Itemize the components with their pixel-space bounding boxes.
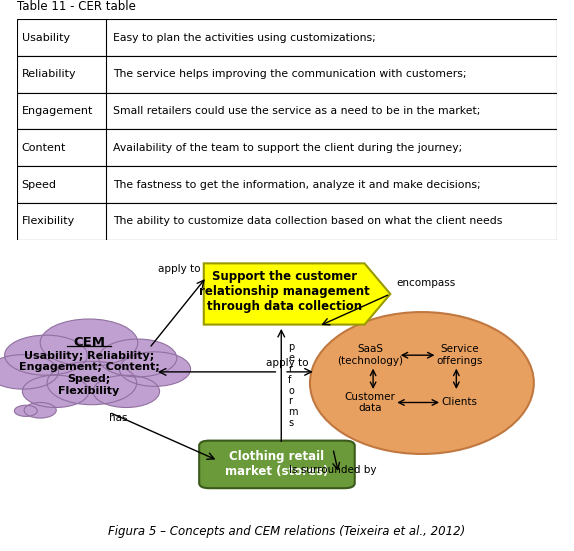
- Text: SaaS
(technology): SaaS (technology): [338, 344, 403, 366]
- Circle shape: [99, 339, 177, 377]
- Text: has: has: [109, 413, 127, 423]
- Text: CEM: CEM: [73, 336, 105, 349]
- Text: apply to: apply to: [266, 358, 308, 368]
- Circle shape: [93, 375, 160, 408]
- Text: Usability: Usability: [22, 33, 69, 42]
- Text: Engagement: Engagement: [22, 106, 93, 116]
- Bar: [17, 19, 557, 56]
- Text: Flexibility: Flexibility: [22, 217, 75, 226]
- Circle shape: [5, 335, 87, 375]
- Text: Customer
data: Customer data: [345, 392, 395, 413]
- Text: The fastness to get the information, analyze it and make decisions;: The fastness to get the information, ana…: [113, 180, 480, 190]
- Circle shape: [119, 352, 191, 386]
- Text: Small retailers could use the service as a need to be in the market;: Small retailers could use the service as…: [113, 106, 480, 116]
- Bar: [17, 166, 557, 203]
- Circle shape: [40, 319, 138, 366]
- Text: The ability to customize data collection based on what the client needs: The ability to customize data collection…: [113, 217, 502, 226]
- Text: The service helps improving the communication with customers;: The service helps improving the communic…: [113, 69, 466, 79]
- Polygon shape: [204, 263, 390, 325]
- Text: Clients: Clients: [441, 397, 477, 408]
- Circle shape: [24, 402, 56, 418]
- Text: p
e
r
f
o
r
m
s: p e r f o r m s: [288, 342, 298, 428]
- Bar: [17, 56, 557, 93]
- FancyBboxPatch shape: [199, 441, 355, 488]
- Circle shape: [47, 361, 137, 405]
- Text: Figura 5 – Concepts and CEM relations (Teixeira et al., 2012): Figura 5 – Concepts and CEM relations (T…: [108, 525, 466, 538]
- Text: Clothing retail
market (stores): Clothing retail market (stores): [225, 450, 329, 478]
- Circle shape: [14, 406, 37, 417]
- Text: Is surrounded by: Is surrounded by: [289, 465, 377, 476]
- Circle shape: [0, 355, 59, 389]
- Circle shape: [22, 375, 89, 408]
- Bar: [17, 203, 557, 240]
- Text: encompass: encompass: [396, 278, 455, 288]
- Ellipse shape: [310, 312, 534, 454]
- Bar: [17, 93, 557, 129]
- Text: apply to: apply to: [158, 264, 201, 274]
- Text: Reliability: Reliability: [22, 69, 76, 79]
- Text: Support the customer
relationship management
through data collection: Support the customer relationship manage…: [199, 269, 370, 312]
- Text: Easy to plan the activities using customizations;: Easy to plan the activities using custom…: [113, 33, 375, 42]
- Bar: [17, 129, 557, 166]
- Text: Service
offerings: Service offerings: [436, 344, 482, 366]
- Text: Table 11 - CER table: Table 11 - CER table: [17, 0, 136, 13]
- Text: Speed: Speed: [22, 180, 56, 190]
- Text: Availability of the team to support the client during the journey;: Availability of the team to support the …: [113, 143, 462, 153]
- Text: Content: Content: [22, 143, 66, 153]
- Text: Usability; Reliability;
Engagement; Content;
Speed;
Flexibility: Usability; Reliability; Engagement; Cont…: [18, 351, 160, 396]
